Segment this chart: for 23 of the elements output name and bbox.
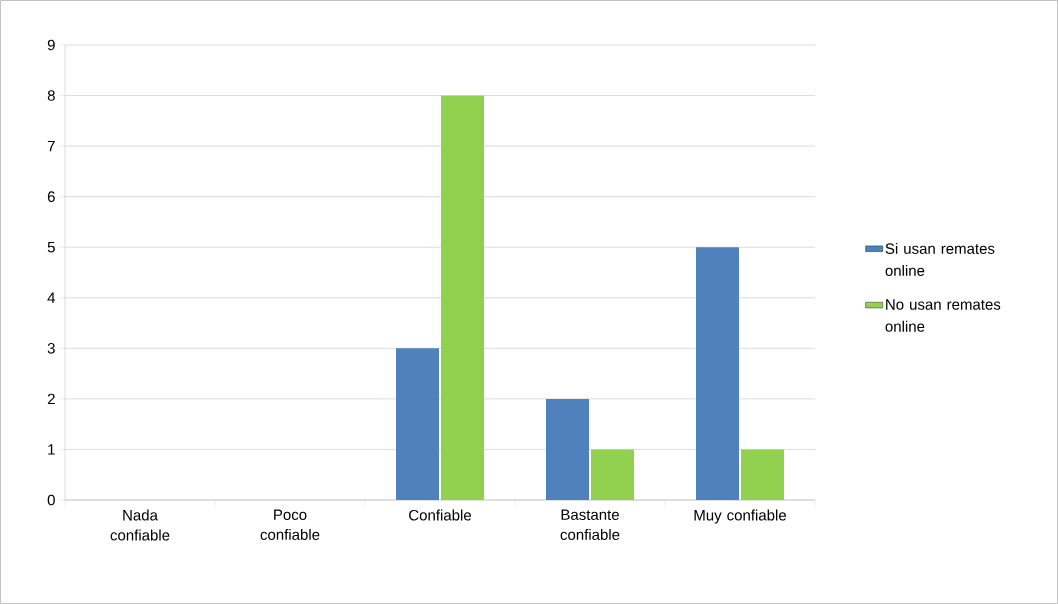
bar [741,449,784,500]
x-tick-label: Poco confiable [260,509,320,540]
y-tick-label: 2 [47,393,55,405]
bar [441,95,485,500]
y-tick-label: 7 [47,140,55,152]
bar [696,247,740,500]
y-tick-label: 5 [47,241,55,253]
y-tick-label: 4 [47,292,56,303]
y-tick-label: 3 [47,343,55,354]
y-tick-label: 6 [47,191,55,202]
x-tick-label: Bastante confiable [560,509,620,540]
bar [591,449,635,500]
bar [396,348,440,500]
y-tick-label: 0 [47,494,55,506]
y-tick-label: 1 [48,444,55,455]
x-tick-label: Nada confiable [110,509,170,541]
bar [546,398,590,500]
x-tick-label: Confiable [409,509,472,521]
x-tick-label: Muy confiable [694,509,786,524]
legend-label: No usan remates online [885,299,1001,332]
y-tick-label: 9 [47,39,55,51]
y-tick-label: 8 [47,90,55,101]
legend-label: Si usan remates online [885,242,995,276]
